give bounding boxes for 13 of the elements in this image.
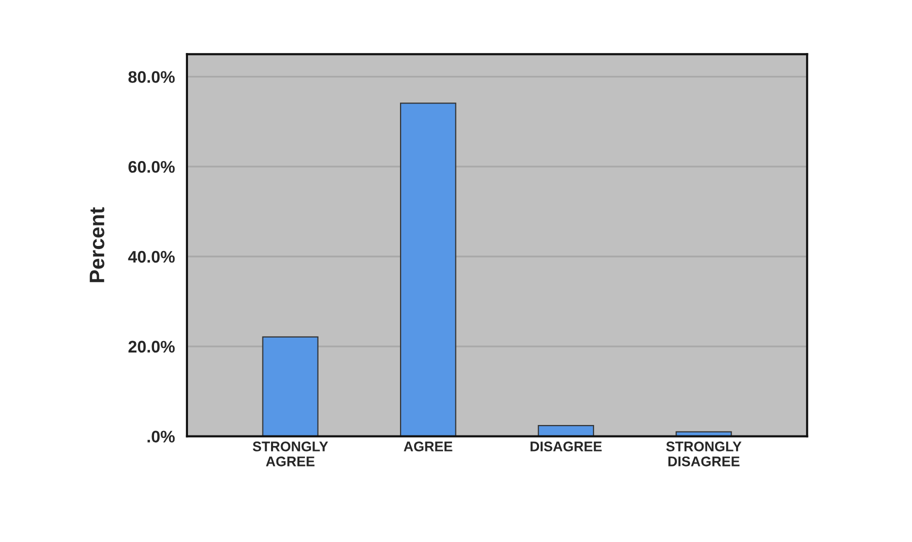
x-tick-label: AGREE bbox=[404, 442, 452, 452]
y-axis-title: Percent bbox=[90, 207, 104, 282]
bar bbox=[262, 336, 318, 436]
x-tick-label: STRONGLY DISAGREE bbox=[666, 442, 742, 466]
bar bbox=[538, 424, 594, 436]
y-tick-label: 80.0% bbox=[128, 71, 175, 83]
x-tick-label: STRONGLY AGREE bbox=[252, 442, 328, 466]
y-tick-label: .0% bbox=[148, 430, 175, 443]
y-tick-label: 20.0% bbox=[128, 340, 175, 353]
y-tick-label: 40.0% bbox=[128, 250, 175, 263]
y-tick-label: 60.0% bbox=[128, 160, 175, 173]
x-tick-label: DISAGREE bbox=[530, 442, 602, 452]
bar bbox=[400, 102, 456, 436]
